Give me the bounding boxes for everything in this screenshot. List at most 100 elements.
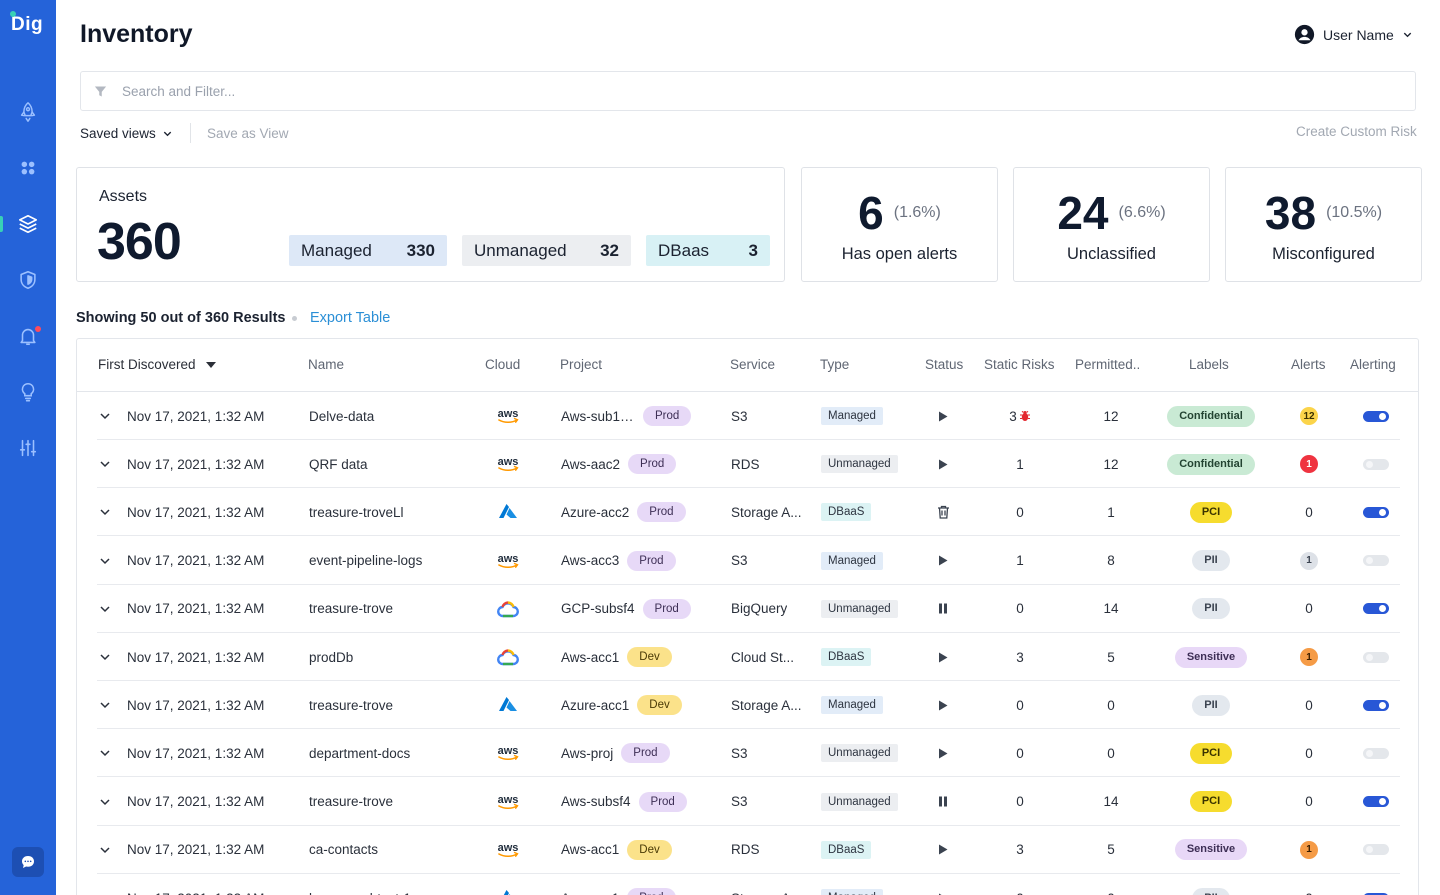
asset-name[interactable]: treasure-trove: [309, 601, 394, 617]
label-badge[interactable]: PII: [1192, 550, 1230, 572]
expand-row-button[interactable]: [99, 729, 113, 777]
alerting-toggle[interactable]: [1363, 699, 1389, 711]
status-button[interactable]: [933, 440, 953, 488]
asset-name[interactable]: ca-contacts: [309, 842, 379, 858]
alerting-toggle[interactable]: [1363, 555, 1389, 567]
col-permitted[interactable]: Permitted..: [1075, 357, 1141, 372]
alerting-toggle[interactable]: [1363, 506, 1389, 518]
label-badge[interactable]: PII: [1192, 887, 1230, 895]
nav-launch[interactable]: [0, 95, 56, 129]
expand-row-button[interactable]: [99, 585, 113, 633]
misconfigured-card[interactable]: 38 (10.5%) Misconfigured: [1225, 167, 1422, 282]
table-row[interactable]: Nov 17, 2021, 1:32 AM treasure-trove Azure…: [97, 681, 1400, 730]
alert-count-badge[interactable]: 1: [1300, 648, 1318, 666]
asset-name[interactable]: treasure-troveLl: [309, 504, 404, 520]
label-badge[interactable]: PCI: [1189, 742, 1233, 764]
status-button[interactable]: [933, 537, 953, 585]
dbaas-count-pill[interactable]: DBaas 3: [646, 235, 770, 266]
col-alerts[interactable]: Alerts: [1291, 357, 1326, 372]
status-button[interactable]: [933, 585, 953, 633]
expand-row-button[interactable]: [99, 778, 113, 826]
label-badge[interactable]: PCI: [1189, 501, 1233, 523]
expand-row-button[interactable]: [99, 440, 113, 488]
expand-row-button[interactable]: [99, 488, 113, 536]
alerting-toggle[interactable]: [1363, 410, 1389, 422]
expand-row-button[interactable]: [99, 681, 113, 729]
asset-name[interactable]: prodDb: [309, 649, 354, 665]
asset-name[interactable]: QRF data: [309, 456, 368, 472]
alert-count-badge[interactable]: 1: [1300, 455, 1318, 474]
search-input[interactable]: [122, 83, 1415, 99]
chat-button[interactable]: [12, 847, 44, 877]
export-table-link[interactable]: Export Table: [310, 310, 391, 326]
status-button[interactable]: [933, 778, 953, 826]
expand-row-button[interactable]: [99, 392, 113, 440]
col-status[interactable]: Status: [925, 357, 964, 372]
saved-views-dropdown[interactable]: Saved views: [80, 126, 173, 141]
alerting-toggle[interactable]: [1363, 458, 1389, 470]
col-first-discovered[interactable]: First Discovered: [98, 357, 216, 372]
col-alerting[interactable]: Alerting: [1350, 357, 1396, 372]
col-name[interactable]: Name: [308, 357, 345, 372]
nav-security[interactable]: [0, 263, 56, 297]
managed-count-pill[interactable]: Managed 330: [289, 235, 447, 266]
nav-insights[interactable]: [0, 375, 56, 409]
table-row[interactable]: Nov 17, 2021, 1:32 AM bq-manual-test-1 Aws…: [97, 874, 1400, 895]
expand-row-button[interactable]: [99, 826, 113, 874]
label-badge[interactable]: Confidential: [1167, 405, 1255, 427]
label-badge[interactable]: Confidential: [1167, 453, 1255, 475]
expand-row-button[interactable]: [99, 537, 113, 585]
asset-name[interactable]: treasure-trove: [309, 794, 394, 810]
table-row[interactable]: Nov 17, 2021, 1:32 AM Delve-data aws Aws-su…: [97, 392, 1400, 440]
user-menu[interactable]: User Name: [1294, 24, 1413, 45]
asset-name[interactable]: treasure-trove: [309, 697, 394, 713]
save-as-view-button[interactable]: Save as View: [207, 126, 289, 141]
unmanaged-count-pill[interactable]: Unmanaged 32: [462, 235, 631, 266]
col-static-risks[interactable]: Static Risks: [984, 357, 1055, 372]
search-bar[interactable]: [80, 71, 1416, 111]
nav-inventory[interactable]: [0, 207, 56, 241]
asset-name[interactable]: bq-manual-test-1: [309, 874, 411, 895]
asset-name[interactable]: department-docs: [309, 745, 411, 761]
col-labels[interactable]: Labels: [1189, 357, 1229, 372]
col-service[interactable]: Service: [730, 357, 776, 372]
unclassified-card[interactable]: 24 (6.6%) Unclassified: [1013, 167, 1210, 282]
alert-count-badge[interactable]: 1: [1300, 551, 1318, 570]
alerting-toggle[interactable]: [1363, 796, 1389, 808]
status-button[interactable]: [933, 729, 953, 777]
table-row[interactable]: Nov 17, 2021, 1:32 AM ca-contacts aws Aws-a…: [97, 826, 1400, 874]
col-cloud[interactable]: Cloud: [485, 357, 521, 372]
table-row[interactable]: Nov 17, 2021, 1:32 AM treasure-troveLl Azu…: [97, 488, 1400, 537]
table-row[interactable]: Nov 17, 2021, 1:32 AM department-docs aws A…: [97, 729, 1400, 778]
label-badge[interactable]: PII: [1192, 598, 1230, 620]
asset-name[interactable]: Delve-data: [309, 408, 375, 424]
table-row[interactable]: Nov 17, 2021, 1:32 AM event-pipeline-logs…: [97, 537, 1400, 585]
label-badge[interactable]: Sensitive: [1174, 646, 1248, 668]
table-row[interactable]: Nov 17, 2021, 1:32 AM prodDb Aws-acc1 Dev Cl…: [97, 633, 1400, 681]
expand-row-button[interactable]: [99, 874, 113, 895]
nav-alerts[interactable]: [0, 319, 56, 353]
nav-settings[interactable]: [0, 431, 56, 465]
col-project[interactable]: Project: [560, 357, 603, 372]
label-badge[interactable]: PII: [1192, 694, 1230, 716]
label-badge[interactable]: PCI: [1189, 791, 1233, 813]
table-row[interactable]: Nov 17, 2021, 1:32 AM QRF data aws Aws-aac2…: [97, 440, 1400, 489]
open-alerts-card[interactable]: 6 (1.6%) Has open alerts: [801, 167, 998, 282]
table-row[interactable]: Nov 17, 2021, 1:32 AM treasure-trove aws Aw…: [97, 778, 1400, 826]
nav-dashboard[interactable]: [0, 151, 56, 185]
brand-logo[interactable]: Dig: [10, 11, 43, 36]
expand-row-button[interactable]: [99, 633, 113, 681]
create-custom-risk-button[interactable]: Create Custom Risk: [1296, 124, 1417, 139]
alerting-toggle[interactable]: [1363, 844, 1389, 856]
alerting-toggle[interactable]: [1363, 747, 1389, 759]
alert-count-badge[interactable]: 1: [1300, 840, 1318, 859]
status-button[interactable]: [933, 826, 953, 874]
col-type[interactable]: Type: [820, 357, 850, 372]
table-row[interactable]: Nov 17, 2021, 1:32 AM treasure-trove GCP-s…: [97, 585, 1400, 633]
status-button[interactable]: [933, 392, 953, 440]
asset-name[interactable]: event-pipeline-logs: [309, 553, 423, 569]
alert-count-badge[interactable]: 12: [1300, 407, 1318, 425]
label-badge[interactable]: Sensitive: [1174, 839, 1248, 861]
status-button[interactable]: [933, 681, 953, 729]
status-button[interactable]: [933, 488, 953, 536]
